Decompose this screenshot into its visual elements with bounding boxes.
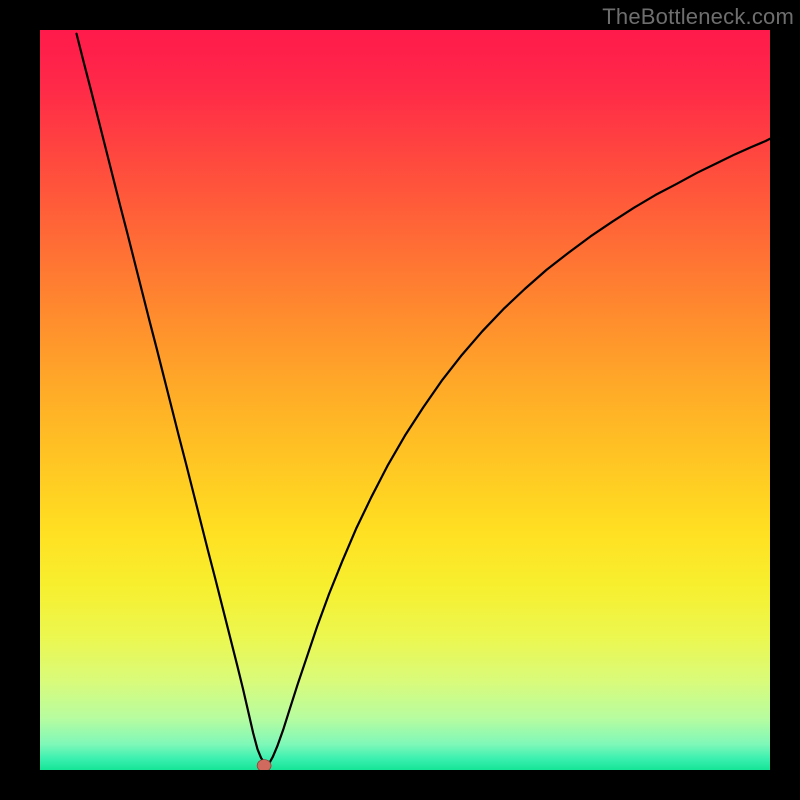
gradient-background [40,30,770,770]
optimum-marker [257,760,271,770]
chart-svg [40,30,770,770]
watermark-text: TheBottleneck.com [602,4,794,30]
chart-container: TheBottleneck.com [0,0,800,800]
plot-area [40,30,770,770]
